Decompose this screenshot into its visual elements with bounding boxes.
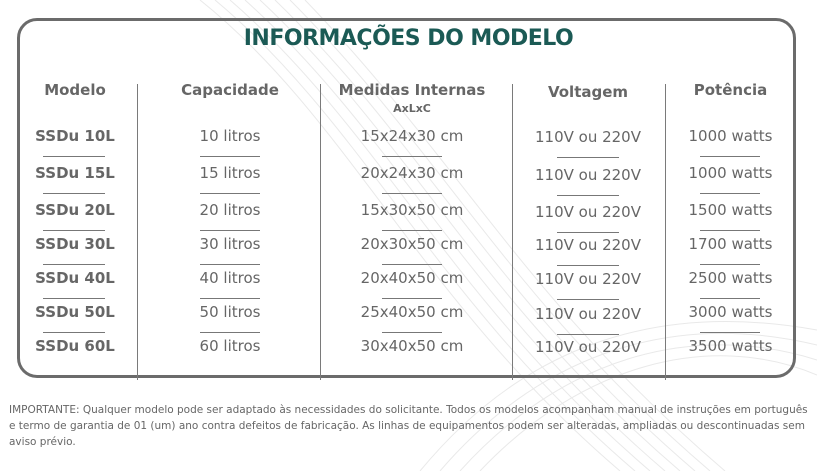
cell-potencia: 1000 watts [688, 127, 773, 145]
cell-medidas: 20x24x30 cm [360, 164, 464, 182]
column-divider [320, 84, 321, 380]
row-separator [200, 264, 260, 265]
column-divider [512, 84, 513, 380]
header-capacidade: Capacidade [181, 81, 279, 99]
cell-potencia: 2500 watts [688, 269, 773, 287]
row-separator [43, 156, 105, 157]
cell-capacidade: 15 litros [199, 164, 261, 182]
cell-modelo: SSDu 20L [35, 201, 115, 219]
cell-voltagem: 110V ou 220V [534, 270, 641, 288]
cell-capacidade: 30 litros [199, 235, 261, 253]
header-medidas-internas: Medidas Internas [338, 81, 486, 99]
cell-capacidade: 20 litros [199, 201, 261, 219]
cell-voltagem: 110V ou 220V [534, 166, 641, 184]
cell-voltagem: 110V ou 220V [534, 203, 641, 221]
row-separator [700, 193, 760, 194]
row-separator [43, 193, 105, 194]
row-separator [200, 193, 260, 194]
cell-potencia: 1000 watts [688, 164, 773, 182]
cell-potencia: 1500 watts [688, 201, 773, 219]
cell-voltagem: 110V ou 220V [534, 338, 641, 356]
row-separator [382, 230, 442, 231]
row-separator [557, 299, 619, 300]
cell-modelo: SSDu 30L [35, 235, 115, 253]
cell-modelo: SSDu 40L [35, 269, 115, 287]
cell-medidas: 30x40x50 cm [360, 337, 464, 355]
row-separator [200, 156, 260, 157]
row-separator [200, 332, 260, 333]
cell-medidas: 15x24x30 cm [360, 127, 464, 145]
row-separator [700, 230, 760, 231]
model-info-card [17, 18, 796, 378]
row-separator [43, 332, 105, 333]
row-separator [557, 157, 619, 158]
row-separator [700, 298, 760, 299]
table-title: INFORMAÇÕES DO MODELO [243, 26, 574, 51]
cell-modelo: SSDu 10L [35, 127, 115, 145]
row-separator [700, 264, 760, 265]
row-separator [43, 230, 105, 231]
row-separator [43, 298, 105, 299]
important-note: IMPORTANTE: Qualquer modelo pode ser ada… [9, 404, 808, 448]
cell-voltagem: 110V ou 220V [534, 236, 641, 254]
cell-medidas: 25x40x50 cm [360, 303, 464, 321]
row-separator [382, 332, 442, 333]
cell-modelo: SSDu 60L [35, 337, 115, 355]
row-separator [200, 230, 260, 231]
cell-voltagem: 110V ou 220V [534, 305, 641, 323]
row-separator [557, 334, 619, 335]
cell-capacidade: 60 litros [199, 337, 261, 355]
row-separator [557, 232, 619, 233]
cell-medidas: 20x40x50 cm [360, 269, 464, 287]
row-separator [557, 265, 619, 266]
cell-medidas: 15x30x50 cm [360, 201, 464, 219]
header-potencia: Potência [693, 81, 768, 99]
row-separator [382, 156, 442, 157]
cell-voltagem: 110V ou 220V [534, 128, 641, 146]
cell-potencia: 3000 watts [688, 303, 773, 321]
row-separator [382, 193, 442, 194]
row-separator [382, 298, 442, 299]
cell-modelo: SSDu 15L [35, 164, 115, 182]
row-separator [557, 195, 619, 196]
column-divider [137, 84, 138, 380]
row-separator [700, 156, 760, 157]
row-separator [43, 264, 105, 265]
cell-capacidade: 10 litros [199, 127, 261, 145]
row-separator [382, 264, 442, 265]
row-separator [700, 332, 760, 333]
cell-capacidade: 50 litros [199, 303, 261, 321]
row-separator [200, 298, 260, 299]
cell-medidas: 20x30x50 cm [360, 235, 464, 253]
header-medidas-subtitle: AxLxC [393, 102, 431, 115]
cell-capacidade: 40 litros [199, 269, 261, 287]
column-divider [665, 84, 666, 380]
cell-modelo: SSDu 50L [35, 303, 115, 321]
cell-potencia: 1700 watts [688, 235, 773, 253]
header-voltagem: Voltagem [547, 83, 629, 101]
header-modelo: Modelo [44, 81, 106, 99]
cell-potencia: 3500 watts [688, 337, 773, 355]
